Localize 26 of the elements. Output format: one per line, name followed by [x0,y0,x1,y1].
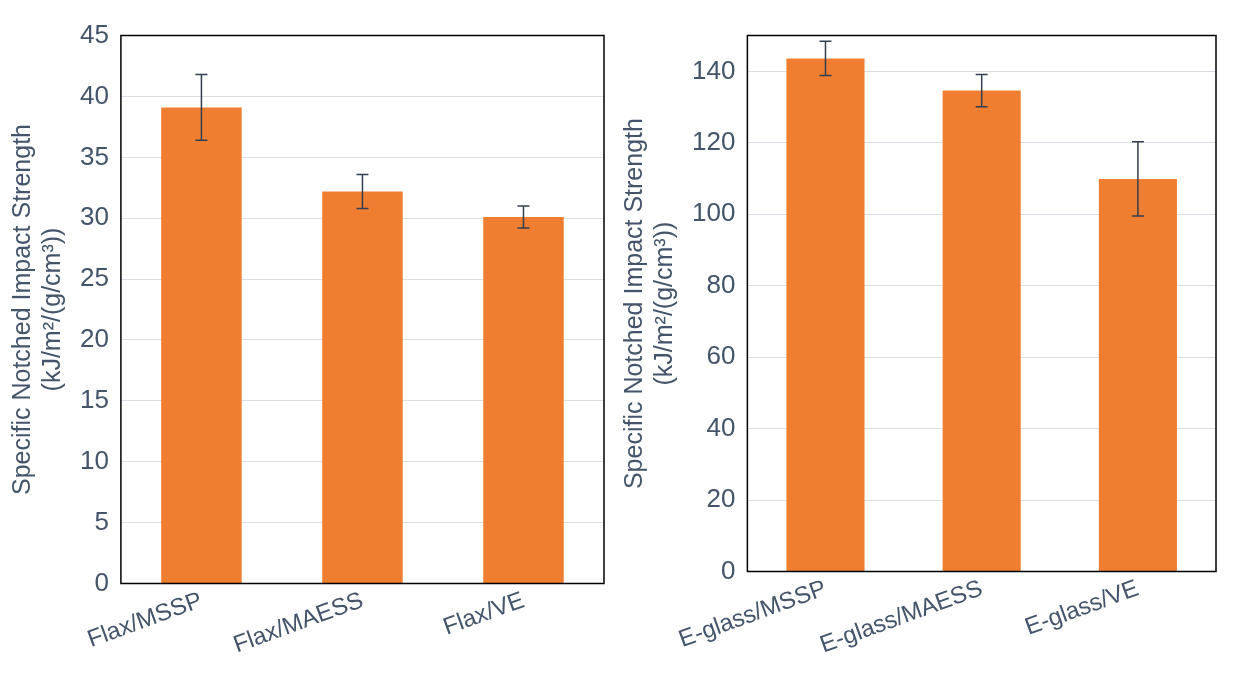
y-tick-label: 35 [80,140,109,171]
y-tick-label: 20 [80,323,109,354]
y-tick-label: 25 [80,262,109,293]
y-tick-label: 45 [80,18,109,49]
y-tick-label: 40 [706,411,736,442]
y-tick-label: 30 [80,201,109,232]
y-tick-label: 15 [80,383,109,414]
y-tick-label: 60 [706,340,736,371]
y-tick-label: 0 [720,554,736,585]
bar [483,216,564,583]
y-tick-label: 80 [706,268,736,299]
y-axis-title: Specific Notched Impact Strength (kJ/m²/(g/cm³)) [6,123,65,496]
y-tick-label: 20 [706,483,736,514]
bar [1098,178,1177,572]
y-tick-label: 0 [94,566,109,597]
bar [942,90,1021,572]
bar [786,58,865,572]
y-tick-label: 140 [691,54,736,85]
y-tick-label: 5 [94,505,109,536]
y-tick-label: 40 [80,79,109,110]
y-tick-label: 120 [691,125,736,156]
bar [161,107,242,583]
y-tick-label: 10 [80,444,109,475]
bar [322,191,403,583]
y-tick-label: 100 [691,197,736,228]
y-axis-title: Specific Notched Impact Strength (kJ/m²/(g/cm³)) [618,118,677,490]
